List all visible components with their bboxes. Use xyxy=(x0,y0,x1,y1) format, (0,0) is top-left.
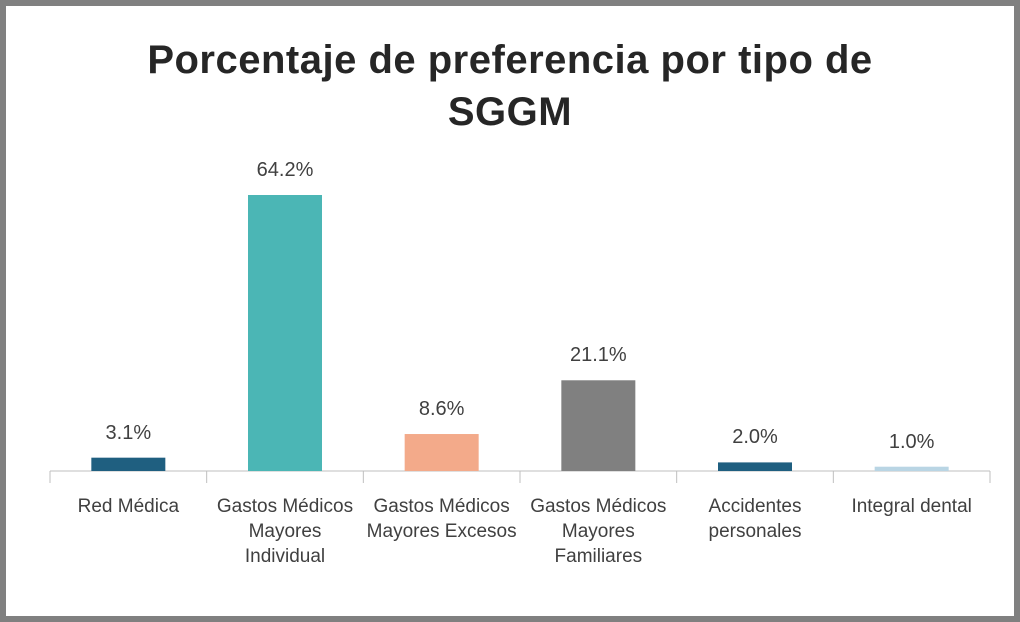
data-label: 21.1% xyxy=(569,344,627,367)
bar xyxy=(404,434,479,471)
x-tick-label: Gastos Médicos Mayores Individual xyxy=(216,496,354,567)
bar xyxy=(91,457,166,471)
bar xyxy=(561,380,636,471)
x-tick-label: Accidentes personales xyxy=(708,496,802,542)
data-label: 64.2% xyxy=(256,159,314,181)
chart-title: Porcentaje de preferencia por tipo de SG… xyxy=(147,38,873,134)
bar xyxy=(718,462,792,471)
x-tick-label: Red Médica xyxy=(77,496,180,517)
x-tick-label: Gastos Médicos Mayores Familiares xyxy=(530,496,667,567)
data-label: 8.6% xyxy=(418,398,465,421)
data-label: 1.0% xyxy=(888,430,935,453)
x-tick-label: Gastos Médicos Mayores Excesos xyxy=(366,496,517,542)
data-label: 2.0% xyxy=(732,426,778,449)
x-tick-label: Integral dental xyxy=(851,496,972,517)
plot xyxy=(49,195,991,483)
bar xyxy=(248,195,322,471)
bar xyxy=(874,466,949,471)
data-label: 3.1% xyxy=(105,421,152,444)
